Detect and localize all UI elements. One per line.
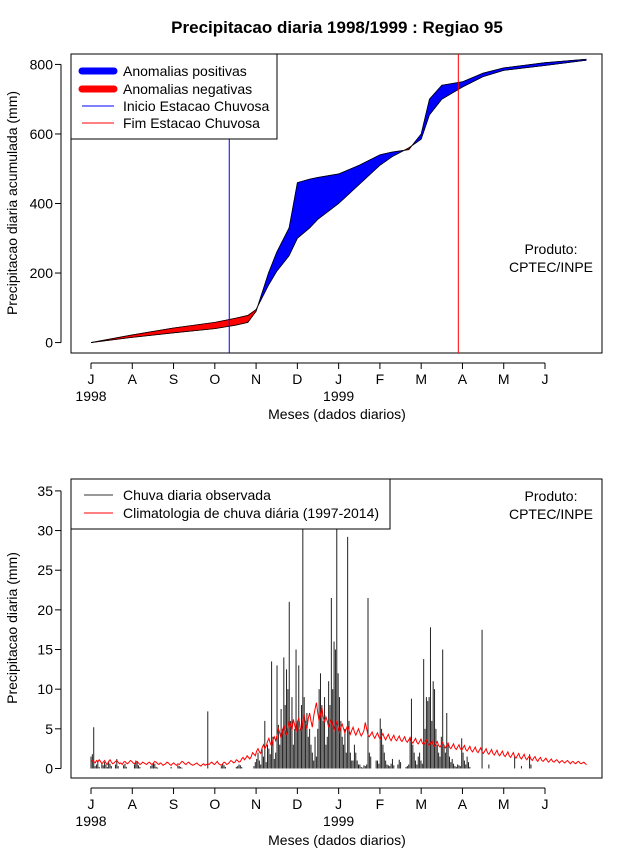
x-tick-label: A — [128, 796, 138, 812]
year-label: 1998 — [75, 813, 106, 829]
y-axis-label: Precipitacao diaria acumulada (mm) — [4, 91, 20, 315]
y-tick-label: 25 — [37, 562, 53, 578]
y-tick-label: 600 — [30, 126, 54, 142]
y-tick-label: 200 — [30, 265, 54, 281]
x-tick-label: S — [169, 371, 178, 387]
legend-label: Inicio Estacao Chuvosa — [123, 98, 270, 114]
y-axis-label: Precipitacao diaria (mm) — [4, 552, 20, 704]
chart-title: Precipitacao diaria 1998/1999 : Regiao 9… — [171, 18, 503, 37]
annotation-line: Produto: — [525, 488, 578, 504]
legend-label: Anomalias positivas — [123, 63, 247, 79]
x-tick-label: N — [251, 796, 261, 812]
x-tick-label: F — [376, 371, 385, 387]
legend-label: Climatologia de chuva diária (1997-2014) — [123, 505, 379, 521]
x-tick-label: J — [88, 371, 95, 387]
x-tick-label: M — [415, 371, 427, 387]
x-tick-label: A — [458, 371, 468, 387]
x-tick-label: J — [542, 796, 549, 812]
annotation-line: CPTEC/INPE — [509, 506, 593, 522]
y-tick-label: 400 — [30, 196, 54, 212]
y-tick-label: 30 — [37, 523, 53, 539]
x-tick-label: J — [335, 371, 342, 387]
plot-frame — [70, 53, 603, 354]
x-tick-label: D — [292, 796, 302, 812]
legend: Chuva diaria observada Climatologia de c… — [70, 478, 391, 530]
x-tick-label: A — [128, 371, 138, 387]
year-label: 1998 — [75, 388, 106, 404]
annotation-line: CPTEC/INPE — [509, 259, 593, 275]
x-tick-label: J — [542, 371, 549, 387]
x-tick-label: J — [335, 796, 342, 812]
x-tick-label: O — [209, 796, 220, 812]
daily-panel: Precipitacao diaria (mm) Meses (dados di… — [4, 478, 603, 848]
x-tick-label: A — [458, 796, 468, 812]
y-tick-label: 800 — [30, 56, 54, 72]
year-label: 1999 — [323, 388, 354, 404]
plot-area — [90, 54, 587, 353]
observed-line — [90, 58, 587, 343]
x-tick-label: M — [498, 796, 510, 812]
y-tick-label: 5 — [45, 721, 53, 737]
x-tick-label: S — [169, 796, 178, 812]
y-tick-label: 35 — [37, 483, 53, 499]
legend-label: Fim Estacao Chuvosa — [123, 115, 260, 131]
y-tick-label: 20 — [37, 602, 53, 618]
x-tick-label: F — [376, 796, 385, 812]
y-tick-label: 0 — [45, 335, 53, 351]
bars — [90, 506, 532, 769]
legend-label: Chuva diaria observada — [123, 487, 271, 503]
climatology-line — [90, 702, 587, 767]
year-label: 1999 — [323, 813, 354, 829]
x-tick-label: N — [251, 371, 261, 387]
y-tick-label: 0 — [45, 760, 53, 776]
x-tick-label: O — [209, 371, 220, 387]
legend-label: Anomalias negativas — [123, 81, 252, 97]
x-tick-label: D — [292, 371, 302, 387]
accumulated-panel: Precipitacao diaria acumulada (mm) Meses… — [4, 53, 603, 422]
legend: Anomalias positivas Anomalias negativas … — [70, 53, 278, 140]
y-tick-label: 15 — [37, 642, 53, 658]
plot-area — [90, 506, 587, 769]
x-axis-label: Meses (dados diarios) — [268, 832, 406, 848]
y-tick-label: 10 — [37, 681, 53, 697]
x-tick-label: J — [88, 796, 95, 812]
x-tick-label: M — [415, 796, 427, 812]
x-axis-label: Meses (dados diarios) — [268, 406, 406, 422]
legend-box — [70, 478, 391, 530]
x-tick-label: M — [498, 371, 510, 387]
annotation-line: Produto: — [525, 241, 578, 257]
climatology-line — [90, 59, 587, 343]
